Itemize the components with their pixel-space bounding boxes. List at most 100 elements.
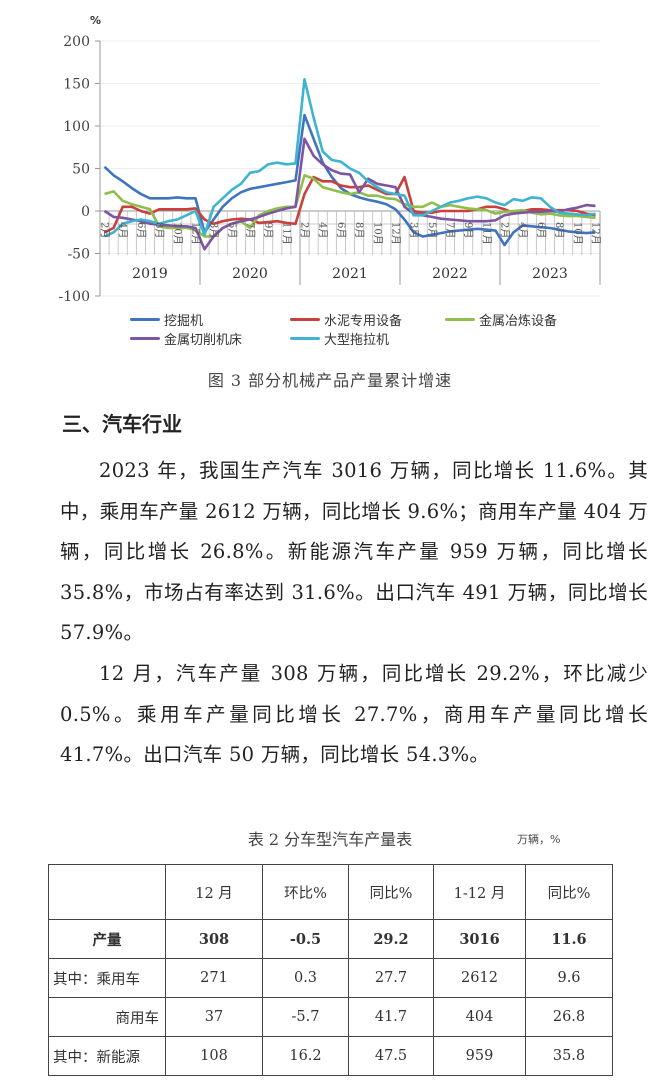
cell: 26.8 — [525, 997, 613, 1037]
month-label: 12月 — [389, 222, 401, 245]
cell: 47.5 — [348, 1036, 434, 1076]
table-caption: 表 2 分车型汽车产量表 — [247, 830, 413, 849]
legend-label: 水泥专用设备 — [324, 314, 403, 329]
y-tick-label: 0 — [81, 204, 90, 220]
month-label: 6月 — [135, 222, 147, 238]
header-cell: 12 月 — [165, 864, 263, 920]
month-label: 3月 — [208, 222, 220, 238]
legend-swatch — [445, 318, 475, 321]
table-header-row: 12 月 环比% 同比% 1-12 月 同比% — [48, 864, 613, 920]
cell: 308 — [165, 919, 263, 959]
legend-item: 水泥专用设备 — [290, 310, 402, 329]
cell: 35.8 — [525, 1036, 613, 1076]
paragraph: 2023 年，我国生产汽车 3016 万辆，同比增长 11.6%。其中，乘用车产… — [60, 459, 648, 644]
cell: 41.7 — [348, 997, 434, 1037]
cell: 11.6 — [525, 919, 613, 959]
year-label: 2019 — [132, 266, 168, 282]
cell: 9.6 — [525, 958, 613, 998]
legend-item: 大型拖拉机 — [290, 329, 389, 348]
legend-swatch — [130, 337, 160, 340]
month-label: 11月 — [480, 222, 492, 245]
section-heading: 三、汽车行业 — [62, 412, 182, 436]
header-cell: 环比% — [262, 864, 349, 920]
month-label: 11月 — [280, 222, 292, 245]
row-label: 其中：新能源 — [48, 1036, 166, 1076]
cell: 404 — [433, 997, 526, 1037]
month-label: 5月 — [226, 222, 238, 238]
month-label: 8月 — [553, 222, 565, 238]
year-label: 2023 — [532, 266, 568, 282]
y-tick-label: -100 — [59, 289, 90, 305]
month-label: 2月 — [99, 222, 111, 238]
series-line-大型拖拉机 — [103, 78, 596, 238]
cell: 3016 — [433, 919, 526, 959]
table-row: 其中：新能源 108 16.2 47.5 959 35.8 — [48, 1036, 613, 1076]
legend-swatch — [290, 318, 320, 321]
cell: 27.7 — [348, 958, 434, 998]
cell: 959 — [433, 1036, 526, 1076]
cell: 271 — [165, 958, 263, 998]
y-axis-unit: % — [90, 14, 101, 27]
month-label: 4月 — [317, 222, 329, 238]
paragraph: 12 月，汽车产量 308 万辆，同比增长 29.2%，环比减少 0.5%。乘用… — [60, 662, 648, 766]
cell: 29.2 — [348, 919, 434, 959]
month-label: 6月 — [535, 222, 547, 238]
line-chart: 200 150 100 50 0 -50 -100% 2019 2月 4月 6月 8月 10月 12月 20… — [59, 14, 602, 305]
series-line-金属切削机床 — [103, 137, 596, 251]
legend-label: 大型拖拉机 — [324, 333, 390, 348]
cell: -5.7 — [262, 997, 349, 1037]
header-cell — [48, 864, 166, 920]
legend-item: 金属切削机床 — [130, 329, 242, 348]
legend-item: 金属冶炼设备 — [445, 310, 557, 329]
row-label: 其中：乘用车 — [48, 958, 166, 998]
header-cell: 1-12 月 — [433, 864, 526, 920]
car-production-table: 12 月 环比% 同比% 1-12 月 同比% 产量 308 -0.5 29.2… — [48, 864, 613, 1076]
month-label: 4月 — [517, 222, 529, 238]
month-label: 6月 — [335, 222, 347, 238]
header-cell: 同比% — [525, 864, 613, 920]
year-label: 2022 — [432, 266, 468, 282]
month-label: 2月 — [499, 222, 511, 238]
legend-swatch — [290, 337, 320, 340]
table-unit: 万辆，% — [517, 833, 561, 846]
year-label: 2020 — [232, 266, 268, 282]
y-tick-label: 100 — [63, 119, 90, 135]
legend-label: 金属切削机床 — [164, 333, 243, 348]
legend-label: 金属冶炼设备 — [479, 314, 558, 329]
row-label: 商用车 — [48, 997, 166, 1037]
cell: 16.2 — [262, 1036, 349, 1076]
month-label: 8月 — [353, 222, 365, 238]
table-row: 其中：乘用车 271 0.3 27.7 2612 9.6 — [48, 958, 613, 998]
year-label: 2021 — [332, 266, 368, 282]
row-label: 产量 — [48, 919, 166, 959]
month-label: 5月 — [426, 222, 438, 238]
month-label: 10月 — [571, 222, 583, 245]
y-tick-label: 200 — [63, 34, 90, 50]
y-tick-label: -50 — [67, 247, 90, 263]
month-label: 10月 — [171, 222, 183, 245]
series-line-金属冶炼设备 — [104, 174, 596, 238]
month-label: 10月 — [371, 222, 383, 245]
cell: 108 — [165, 1036, 263, 1076]
y-tick-label: 150 — [63, 77, 90, 93]
month-label: 2月 — [299, 222, 311, 238]
cell: -0.5 — [262, 919, 349, 959]
cell: 0.3 — [262, 958, 349, 998]
month-label: 12月 — [189, 222, 201, 245]
month-label: 12月 — [589, 222, 601, 245]
table-row: 商用车 37 -5.7 41.7 404 26.8 — [48, 997, 613, 1037]
header-cell: 同比% — [348, 864, 434, 920]
month-label: 9月 — [462, 222, 474, 238]
month-label: 7月 — [444, 222, 456, 238]
month-label: 7月 — [244, 222, 256, 238]
cell: 37 — [165, 997, 263, 1037]
legend-item: 挖掘机 — [130, 310, 203, 329]
month-label: 3月 — [408, 222, 420, 238]
month-label: 9月 — [262, 222, 274, 238]
month-label: 4月 — [117, 222, 129, 238]
legend-swatch — [130, 318, 160, 321]
cell: 2612 — [433, 958, 526, 998]
figure-caption: 图 3 部分机械产品产量累计增速 — [207, 371, 453, 390]
month-label: 8月 — [153, 222, 165, 238]
y-tick-label: 50 — [72, 162, 90, 178]
